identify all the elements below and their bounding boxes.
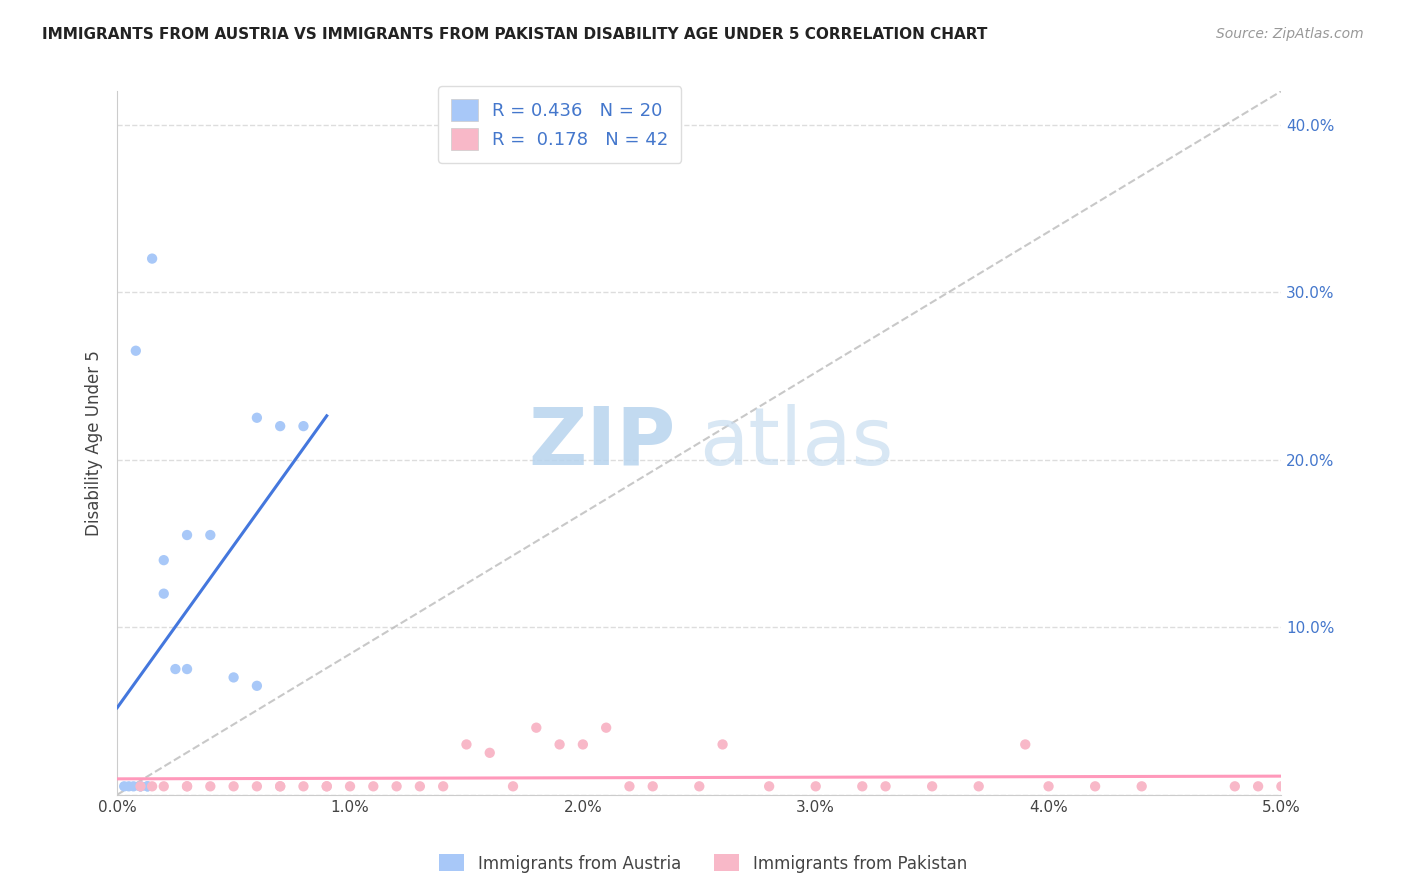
Point — [129, 780, 152, 794]
Point — [152, 553, 174, 567]
Point — [129, 780, 152, 794]
Point — [875, 780, 897, 794]
Legend: R = 0.436   N = 20, R =  0.178   N = 42: R = 0.436 N = 20, R = 0.178 N = 42 — [439, 86, 681, 162]
Point — [125, 343, 148, 358]
Point — [688, 780, 710, 794]
Text: Source: ZipAtlas.com: Source: ZipAtlas.com — [1216, 27, 1364, 41]
Point — [456, 738, 478, 752]
Point — [1247, 780, 1270, 794]
Point — [502, 780, 524, 794]
Point — [1270, 780, 1292, 794]
Point — [136, 780, 159, 794]
Point — [176, 780, 198, 794]
Point — [200, 528, 222, 542]
Point — [572, 738, 595, 752]
Point — [363, 780, 385, 794]
Point — [1038, 780, 1060, 794]
Point — [176, 662, 198, 676]
Point — [136, 780, 159, 794]
Point — [339, 780, 361, 794]
Point — [315, 780, 337, 794]
Point — [118, 780, 141, 794]
Point — [165, 662, 187, 676]
Point — [222, 780, 245, 794]
Point — [269, 780, 291, 794]
Point — [112, 780, 135, 794]
Point — [246, 410, 269, 425]
Point — [1084, 780, 1107, 794]
Point — [176, 528, 198, 542]
Point — [641, 780, 664, 794]
Point — [758, 780, 780, 794]
Point — [921, 780, 943, 794]
Legend: Immigrants from Austria, Immigrants from Pakistan: Immigrants from Austria, Immigrants from… — [433, 847, 973, 880]
Point — [315, 780, 337, 794]
Point — [222, 670, 245, 684]
Text: atlas: atlas — [699, 404, 894, 482]
Point — [524, 721, 547, 735]
Point — [246, 780, 269, 794]
Point — [851, 780, 873, 794]
Point — [548, 738, 571, 752]
Point — [409, 780, 432, 794]
Point — [176, 780, 198, 794]
Point — [269, 419, 291, 434]
Point — [804, 780, 827, 794]
Point — [200, 780, 222, 794]
Point — [478, 746, 501, 760]
Point — [1130, 780, 1153, 794]
Point — [711, 738, 734, 752]
Point — [432, 780, 454, 794]
Point — [246, 679, 269, 693]
Point — [152, 780, 174, 794]
Text: ZIP: ZIP — [529, 404, 676, 482]
Point — [1223, 780, 1246, 794]
Point — [385, 780, 408, 794]
Point — [141, 780, 163, 794]
Point — [292, 780, 315, 794]
Point — [1014, 738, 1036, 752]
Y-axis label: Disability Age Under 5: Disability Age Under 5 — [86, 350, 103, 536]
Point — [292, 419, 315, 434]
Text: IMMIGRANTS FROM AUSTRIA VS IMMIGRANTS FROM PAKISTAN DISABILITY AGE UNDER 5 CORRE: IMMIGRANTS FROM AUSTRIA VS IMMIGRANTS FR… — [42, 27, 987, 42]
Point — [129, 780, 152, 794]
Point — [141, 252, 163, 266]
Point — [967, 780, 990, 794]
Point — [595, 721, 617, 735]
Point — [152, 587, 174, 601]
Point — [122, 780, 145, 794]
Point — [269, 780, 291, 794]
Point — [619, 780, 641, 794]
